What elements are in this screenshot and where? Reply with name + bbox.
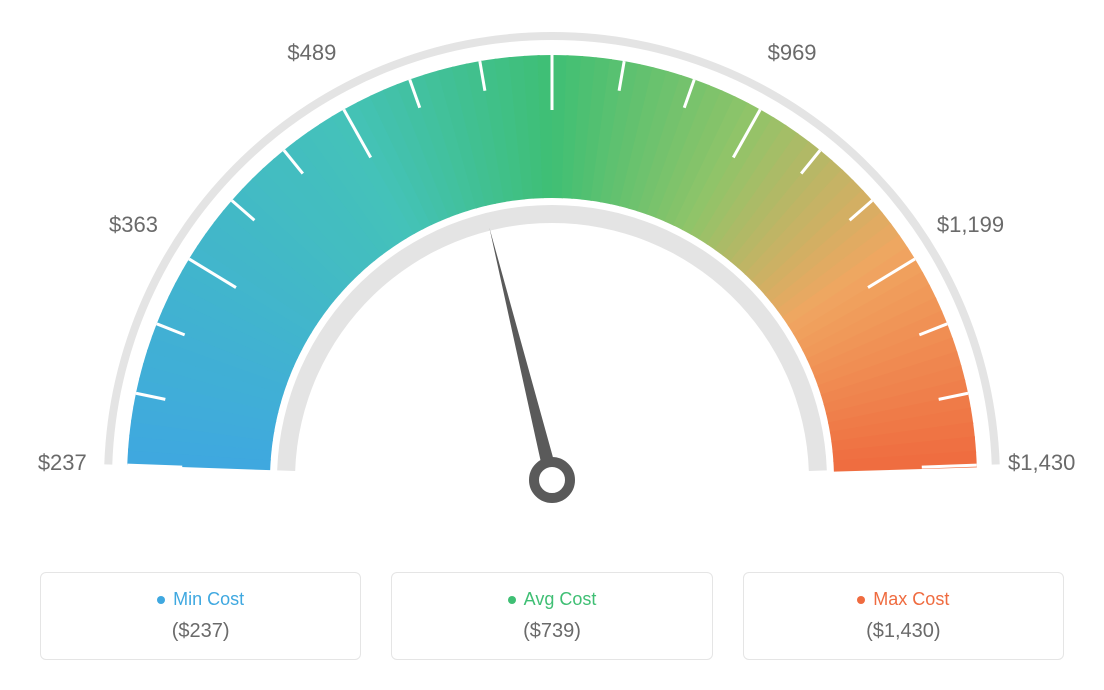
legend-box-avg: Avg Cost ($739) <box>391 572 712 660</box>
gauge-area: $237 $363 $489 $739 $969 $1,199 $1,430 <box>0 0 1104 560</box>
legend-dot-avg <box>508 596 516 604</box>
gauge-chart-container: $237 $363 $489 $739 $969 $1,199 $1,430 Min Cos… <box>0 0 1104 690</box>
legend-value-avg: ($739) <box>402 620 701 643</box>
legend-row: Min Cost ($237) Avg Cost ($739) Max Cost… <box>0 572 1104 660</box>
legend-dot-max <box>857 596 865 604</box>
legend-title-min: Min Cost <box>51 589 350 610</box>
gauge-tick-label: $1,199 <box>937 212 1004 238</box>
legend-box-min: Min Cost ($237) <box>40 572 361 660</box>
gauge-tick-label: $969 <box>768 40 817 66</box>
legend-title-min-text: Min Cost <box>173 589 244 610</box>
legend-title-max-text: Max Cost <box>873 589 949 610</box>
legend-value-max: ($1,430) <box>754 620 1053 643</box>
legend-title-avg: Avg Cost <box>402 589 701 610</box>
gauge-tick-label: $739 <box>528 0 577 3</box>
gauge-svg <box>0 0 1104 560</box>
legend-dot-min <box>157 596 165 604</box>
legend-value-min: ($237) <box>51 620 350 643</box>
gauge-tick-label: $363 <box>109 212 158 238</box>
legend-box-max: Max Cost ($1,430) <box>743 572 1064 660</box>
gauge-tick-label: $489 <box>287 40 336 66</box>
gauge-tick-label: $237 <box>38 450 87 476</box>
legend-title-avg-text: Avg Cost <box>524 589 597 610</box>
legend-title-max: Max Cost <box>754 589 1053 610</box>
gauge-tick-label: $1,430 <box>1008 450 1075 476</box>
